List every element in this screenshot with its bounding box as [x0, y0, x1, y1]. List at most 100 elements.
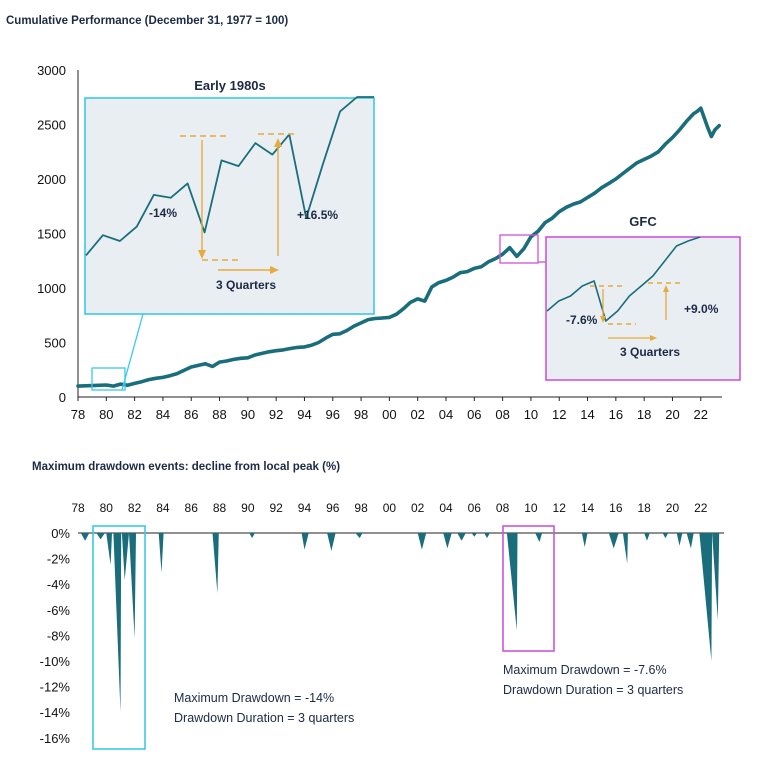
drawdown-area [622, 533, 628, 564]
top-chart-title: Cumulative Performance (December 31, 197… [6, 15, 288, 27]
drawdown-area [96, 533, 105, 540]
early-drawdown-label: -14% [149, 206, 177, 220]
drawdown-area [535, 533, 543, 542]
drawdown-area [484, 533, 490, 539]
top-x-tick-label: 78 [71, 407, 85, 422]
top-x-tick-label: 86 [184, 407, 198, 422]
drawdown-area [327, 533, 336, 551]
top-x-tick-label: 00 [382, 407, 396, 422]
top-y-tick-label: 1500 [37, 227, 66, 242]
gfc-highlight-box [499, 234, 539, 264]
top-y-tick-label: 2500 [37, 118, 66, 133]
early-recovery-label: +16.5% [297, 208, 338, 222]
gfc-drawdown-label: -7.6% [566, 313, 598, 327]
bottom-y-tick-label: -2% [47, 552, 71, 567]
top-x-tick-label: 12 [552, 407, 566, 422]
drawdown-area [443, 533, 452, 549]
drawdown-area [212, 533, 219, 594]
drawdown-area [686, 533, 694, 549]
bottom-x-tick-label: 12 [553, 501, 567, 515]
top-x-tick-label: 06 [467, 407, 481, 422]
gfc-duration-arrowhead [650, 335, 657, 341]
gfc-note-line2: Drawdown Duration = 3 quarters [503, 683, 683, 697]
bottom-x-tick-label: 14 [581, 501, 595, 515]
top-x-tick-label: 18 [637, 407, 651, 422]
top-x-tick-label: 90 [241, 407, 255, 422]
top-x-tick-label: 80 [99, 407, 113, 422]
bottom-x-tick-label: 86 [185, 501, 199, 515]
bottom-x-tick-label: 04 [439, 501, 453, 515]
top-y-tick-label: 3000 [37, 63, 66, 78]
bottom-y-tick-label: -12% [40, 680, 71, 695]
drawdown-area [581, 533, 588, 548]
gfc-drawdown-arrowhead [600, 316, 606, 323]
top-x-tick-label: 14 [580, 407, 594, 422]
bottom-y-tick-label: -14% [40, 705, 71, 720]
drawdown-area [471, 533, 478, 537]
bottom-y-tick-label: -4% [47, 577, 71, 592]
drawdown-area [80, 533, 90, 541]
drawdown-area [113, 533, 122, 713]
early-inset-annotations [180, 133, 298, 274]
early-duration-arrowhead [270, 266, 279, 274]
drawdown-area [249, 533, 255, 539]
bottom-x-tick-label: 18 [637, 501, 651, 515]
drawdown-area [457, 533, 466, 541]
top-x-tick-label: 94 [297, 407, 311, 422]
drawdown-area [506, 533, 518, 631]
gfc-duration-label: 3 Quarters [620, 345, 680, 359]
top-y-tick-label: 2000 [37, 172, 66, 187]
bottom-x-tick-label: 10 [524, 501, 538, 515]
bottom-x-tick-label: 82 [128, 501, 142, 515]
bottom-y-tick-label: -8% [47, 628, 71, 643]
early-inset-panel [84, 97, 375, 315]
drawdown-area [158, 533, 164, 573]
top-y-tick-label: 1000 [37, 281, 66, 296]
early-note-line2: Drawdown Duration = 3 quarters [174, 711, 354, 725]
early-inset-title: Early 1980s [194, 78, 266, 93]
bottom-x-tick-label: 80 [100, 501, 114, 515]
bottom-x-tick-label: 16 [609, 501, 623, 515]
early-highlight-box [91, 367, 126, 391]
bottom-x-tick-label: 00 [383, 501, 397, 515]
drawdown-area [644, 533, 650, 541]
bottom-x-tick-label: 98 [354, 501, 368, 515]
bottom-x-tick-label: 96 [326, 501, 340, 515]
bottom-y-tick-label: -10% [40, 654, 71, 669]
drawdown-area [608, 533, 619, 549]
bottom-chart-title: Maximum drawdown events: decline from lo… [32, 461, 340, 473]
bottom-y-tick-label: -16% [40, 731, 71, 746]
bottom-x-tick-label: 88 [213, 501, 227, 515]
gfc-note-line1: Maximum Drawdown = -7.6% [503, 663, 667, 677]
bottom-x-tick-label: 06 [468, 501, 482, 515]
bottom-x-tick-label: 84 [156, 501, 170, 515]
bottom-y-tick-label: -6% [47, 603, 71, 618]
top-x-tick-label: 92 [269, 407, 283, 422]
drawdown-area [712, 533, 720, 620]
cumulative-performance-line [76, 106, 721, 388]
drawdown-area [676, 533, 683, 546]
drawdown-area [662, 533, 669, 539]
gfc-inset-title: GFC [629, 214, 657, 229]
gfc-recovery-arrowhead [663, 285, 669, 292]
bottom-x-tick-label: 94 [298, 501, 312, 515]
early-inset-line [85, 96, 374, 256]
bottom-x-tick-label: 20 [666, 501, 680, 515]
gfc-inset-line [546, 236, 701, 322]
top-x-tick-label: 20 [665, 407, 679, 422]
bottom-x-tick-label: 90 [241, 501, 255, 515]
drawdown-area [699, 533, 713, 661]
top-x-tick-label: 88 [212, 407, 226, 422]
early-note-line1: Maximum Drawdown = -14% [174, 691, 334, 705]
top-y-tick-label: 500 [44, 336, 66, 351]
top-x-tick-label: 08 [495, 407, 509, 422]
early-drawdown-highlight [92, 525, 146, 750]
top-x-tick-label: 04 [439, 407, 453, 422]
top-x-tick-label: 22 [694, 407, 708, 422]
bottom-x-tick-label: 08 [496, 501, 510, 515]
early-duration-label: 3 Quarters [216, 278, 276, 292]
top-x-tick-label: 98 [354, 407, 368, 422]
top-x-tick-label: 16 [609, 407, 623, 422]
top-y-tick-label: 0 [59, 390, 66, 405]
